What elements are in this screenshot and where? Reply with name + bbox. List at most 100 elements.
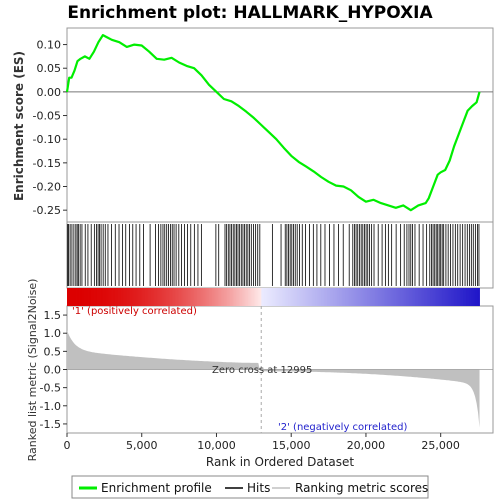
rank-color-cell bbox=[188, 288, 190, 306]
rank-color-cell bbox=[244, 288, 247, 306]
rank-color-cell bbox=[111, 288, 114, 306]
rank-color-cell bbox=[343, 288, 346, 306]
rank-color-cell bbox=[141, 288, 144, 306]
zero-cross-label: Zero cross at 12995 bbox=[212, 365, 312, 376]
rank-color-cell bbox=[364, 288, 367, 306]
rank-color-cell bbox=[285, 288, 288, 306]
rank-color-cell bbox=[156, 288, 159, 306]
rank-color-cell bbox=[191, 288, 193, 306]
rank-color-cell bbox=[283, 288, 286, 306]
rank-color-cell bbox=[162, 288, 165, 306]
rank-color-cell bbox=[322, 288, 325, 306]
rank-color-cell bbox=[84, 288, 87, 306]
rank-color-cell bbox=[117, 288, 120, 306]
es-tick-label: 0.10 bbox=[37, 39, 62, 52]
rank-color-cell bbox=[216, 288, 219, 306]
rank-color-cell bbox=[358, 288, 361, 306]
rank-color-cell bbox=[89, 288, 92, 306]
rank-color-cell bbox=[295, 288, 298, 306]
rank-color-cell bbox=[276, 288, 279, 306]
rank-color-cell bbox=[90, 288, 93, 306]
rank-color-cell bbox=[348, 288, 350, 306]
rank-color-cell bbox=[153, 288, 156, 306]
rank-color-cell bbox=[361, 288, 364, 306]
rank-color-cell bbox=[262, 288, 265, 306]
rank-color-cell bbox=[410, 288, 413, 306]
rank-color-cell bbox=[72, 288, 75, 306]
rank-color-cell bbox=[125, 288, 128, 306]
rank-color-cell bbox=[425, 288, 428, 306]
rank-color-cell bbox=[255, 288, 258, 306]
rank-color-cell bbox=[463, 288, 465, 306]
rank-color-cell bbox=[158, 288, 161, 306]
rank-color-cell bbox=[249, 288, 252, 306]
rank-color-cell bbox=[446, 288, 449, 306]
rank-color-cell bbox=[273, 288, 276, 306]
rank-color-cell bbox=[250, 288, 253, 306]
rank-color-cell bbox=[367, 288, 370, 306]
rank-color-cell bbox=[222, 288, 225, 306]
rank-color-cell bbox=[74, 288, 77, 306]
rank-color-cell bbox=[192, 288, 195, 306]
rank-color-cell bbox=[421, 288, 424, 306]
rank-color-cell bbox=[452, 288, 455, 306]
rank-color-cell bbox=[195, 288, 198, 306]
rank-color-cell bbox=[150, 288, 153, 306]
rank-color-cell bbox=[183, 288, 186, 306]
rank-color-cell bbox=[333, 288, 335, 306]
rank-color-cell bbox=[197, 288, 199, 306]
rank-color-cell bbox=[264, 288, 267, 306]
rank-color-cell bbox=[194, 288, 196, 306]
rank-color-cell bbox=[268, 288, 271, 306]
rank-color-cell bbox=[113, 288, 116, 306]
rank-color-cell bbox=[271, 288, 274, 306]
rank-color-cell bbox=[336, 288, 338, 306]
rank-color-cell bbox=[200, 288, 202, 306]
legend-box bbox=[71, 475, 429, 499]
rank-color-cell bbox=[104, 288, 107, 306]
rank-color-cell bbox=[138, 288, 141, 306]
rank-color-cell bbox=[129, 288, 132, 306]
rank-color-cell bbox=[261, 288, 264, 306]
rank-color-cell bbox=[440, 288, 443, 306]
rank-color-cell bbox=[382, 288, 385, 306]
rank-color-cell bbox=[298, 288, 301, 306]
legend-hits-label: Hits bbox=[247, 481, 270, 495]
rank-color-cell bbox=[412, 288, 415, 306]
rank-color-cell bbox=[306, 288, 309, 306]
rank-color-cell bbox=[389, 288, 392, 306]
rank-color-cell bbox=[119, 288, 122, 306]
rank-color-cell bbox=[238, 288, 241, 306]
rank-color-cell bbox=[120, 288, 123, 306]
es-tick-label: -0.20 bbox=[33, 181, 61, 194]
rank-color-cell bbox=[180, 288, 183, 306]
rank-color-cell bbox=[270, 288, 273, 306]
rank-color-cell bbox=[395, 288, 398, 306]
es-panel bbox=[66, 27, 494, 223]
rank-color-cell bbox=[77, 288, 80, 306]
hits-panel bbox=[66, 221, 494, 289]
rank-color-cell bbox=[351, 288, 353, 306]
es-tick-label: -0.05 bbox=[33, 110, 61, 123]
rank-color-cell bbox=[312, 288, 315, 306]
rank-color-cell bbox=[466, 288, 468, 306]
rank-color-cell bbox=[451, 288, 454, 306]
rank-color-cell bbox=[231, 288, 234, 306]
rank-color-cell bbox=[404, 288, 407, 306]
rank-color-cell bbox=[310, 288, 313, 306]
rank-color-cell bbox=[321, 288, 323, 306]
es-tick-label: -0.15 bbox=[33, 157, 61, 170]
rank-color-cell bbox=[143, 288, 146, 306]
rank-color-cell bbox=[140, 288, 143, 306]
metric-tick-label: -1.5 bbox=[40, 418, 61, 431]
rank-color-cell bbox=[170, 288, 173, 306]
rank-color-cell bbox=[388, 288, 391, 306]
metric-tick-label: 1.5 bbox=[44, 309, 62, 322]
rank-color-cell bbox=[235, 288, 238, 306]
rank-color-cell bbox=[330, 288, 332, 306]
rank-color-cell bbox=[427, 288, 430, 306]
rank-color-cell bbox=[457, 288, 460, 306]
rank-color-cell bbox=[185, 288, 187, 306]
